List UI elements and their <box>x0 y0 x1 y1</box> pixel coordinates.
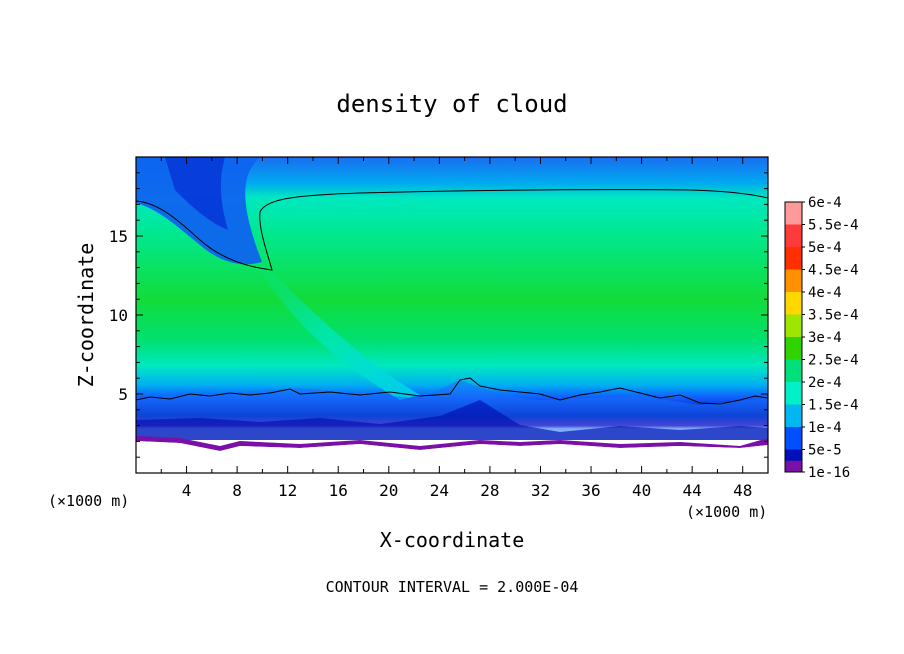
x-tick-label: 48 <box>733 481 752 500</box>
chart-title: density of cloud <box>336 90 567 118</box>
colorbar-label: 1.5e-4 <box>808 398 859 414</box>
colorbar-label: 3e-4 <box>808 330 842 346</box>
x-axis-ticks: 4 8 12 16 20 24 28 32 36 40 44 48 <box>160 157 752 500</box>
colorbar-label: 5e-4 <box>808 240 842 256</box>
x-tick-label: 16 <box>329 481 348 500</box>
colorbar-label: 2e-4 <box>808 375 842 391</box>
contour-line-lower <box>136 377 768 405</box>
x-tick-label: 8 <box>232 481 242 500</box>
x-tick-label: 12 <box>278 481 297 500</box>
colorbar-swatch <box>785 314 802 338</box>
colorbar-swatch <box>785 292 802 315</box>
contour-line-upper <box>136 189 768 271</box>
dense-layer <box>136 400 768 440</box>
x-tick-label: 4 <box>182 481 192 500</box>
colorbar-label: 4e-4 <box>808 285 842 301</box>
y-axis-ticks: 5 10 15 <box>109 172 768 458</box>
terrain-mask <box>136 441 768 473</box>
colorbar-swatch <box>785 269 802 293</box>
colorbar-swatch <box>785 224 802 248</box>
y-tick-label: 15 <box>109 227 128 246</box>
colorbar-swatch <box>785 337 802 360</box>
plot-area <box>136 157 768 473</box>
x-tick-label: 36 <box>581 481 600 500</box>
colorbar-swatch <box>785 247 802 270</box>
colorbar-label: 4.5e-4 <box>808 263 859 279</box>
colorbar-label: 5e-5 <box>808 443 842 459</box>
x-unit-left: (×1000 m) <box>48 492 129 510</box>
colorbar-swatch-bottom <box>785 460 802 472</box>
colorbar-label: 1e-16 <box>808 465 850 481</box>
x-tick-label: 24 <box>430 481 449 500</box>
x-tick-label: 28 <box>480 481 499 500</box>
colorbar-label: 3.5e-4 <box>808 308 859 324</box>
colorbar: 6e-4 5.5e-4 5e-4 4.5e-4 4e-4 3.5e-4 3e-4 2.5e-4… <box>784 195 859 481</box>
colorbar-label: 1e-4 <box>808 420 842 436</box>
colorbar-label: 5.5e-4 <box>808 218 859 234</box>
x-unit-right: (×1000 m) <box>686 503 767 521</box>
x-tick-label: 20 <box>379 481 398 500</box>
y-tick-label: 5 <box>118 385 128 404</box>
dry-region-core <box>165 157 228 230</box>
colorbar-swatch <box>785 359 802 383</box>
plume-streak <box>258 262 420 400</box>
colorbar-swatch <box>785 404 802 428</box>
ground-edge <box>136 436 768 451</box>
colorbar-label: 6e-4 <box>808 195 842 211</box>
x-tick-label: 32 <box>531 481 550 500</box>
colorbar-label: 2.5e-4 <box>808 353 859 369</box>
y-axis-label: Z-coordinate <box>74 243 98 388</box>
contour-interval-note: CONTOUR INTERVAL = 2.000E-04 <box>326 578 579 596</box>
x-tick-label: 40 <box>632 481 651 500</box>
x-axis-label: X-coordinate <box>380 528 525 552</box>
y-tick-label: 10 <box>109 306 128 325</box>
x-tick-label: 44 <box>683 481 702 500</box>
colorbar-swatch <box>785 382 802 405</box>
colorbar-swatch <box>785 202 802 225</box>
colorbar-swatch <box>785 427 802 450</box>
